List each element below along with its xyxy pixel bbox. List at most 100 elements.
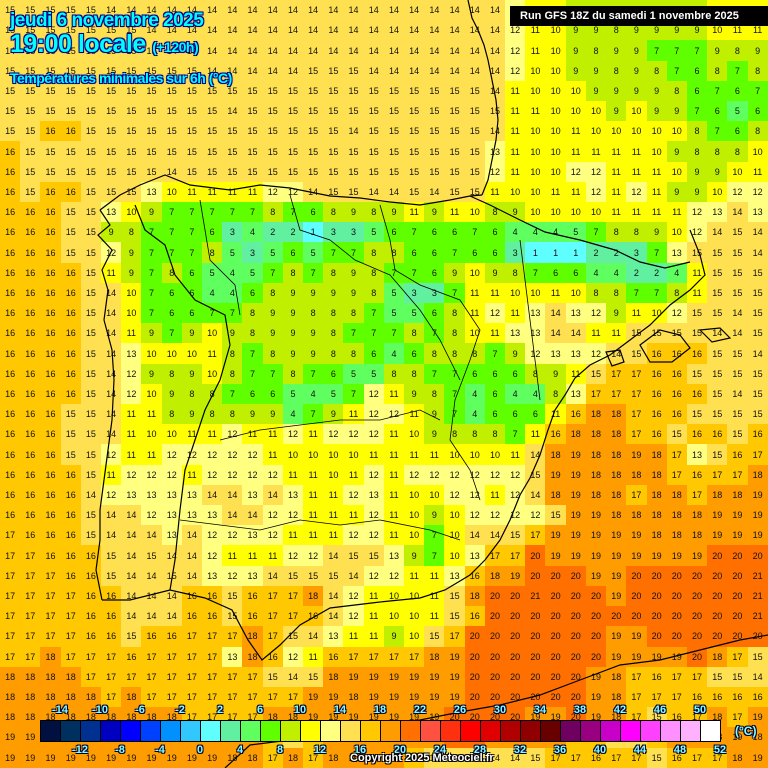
grid-value: 17 bbox=[666, 464, 687, 485]
grid-value: 15 bbox=[0, 80, 21, 102]
grid-value: 21 bbox=[747, 606, 768, 627]
grid-value: 5 bbox=[565, 222, 586, 243]
grid-value: 15 bbox=[707, 262, 728, 283]
grid-value: 20 bbox=[505, 585, 526, 607]
grid-value: 15 bbox=[0, 20, 21, 41]
grid-value: 15 bbox=[161, 60, 182, 81]
grid-value: 7 bbox=[202, 303, 223, 324]
legend-tick-bottom: 32 bbox=[513, 744, 527, 756]
grid-value: 8 bbox=[484, 424, 506, 445]
grid-value: 12 bbox=[121, 464, 142, 485]
grid-value: 15 bbox=[121, 40, 142, 61]
grid-value: 17 bbox=[20, 646, 41, 667]
grid-value: 17 bbox=[20, 606, 41, 627]
grid-value: 7 bbox=[141, 242, 162, 263]
grid-value: 17 bbox=[626, 484, 647, 506]
grid-value: 13 bbox=[202, 565, 223, 586]
grid-value: 15 bbox=[202, 80, 223, 102]
grid-value: 14 bbox=[121, 565, 142, 586]
grid-value: 13 bbox=[525, 323, 546, 344]
grid-value: 8 bbox=[161, 363, 182, 384]
grid-value: 17 bbox=[20, 626, 41, 647]
grid-value: 17 bbox=[181, 646, 203, 667]
grid-value: 12 bbox=[141, 505, 162, 526]
grid-value: 20 bbox=[484, 666, 506, 687]
grid-value: 12 bbox=[161, 444, 182, 465]
legend-tick-bottom: 16 bbox=[353, 744, 367, 756]
grid-value: 17 bbox=[0, 525, 21, 546]
grid-value: 4 bbox=[525, 383, 546, 405]
grid-value: 3 bbox=[343, 222, 364, 243]
grid-value: 19 bbox=[545, 525, 566, 546]
grid-value: 12 bbox=[101, 444, 122, 465]
grid-value: 20 bbox=[525, 545, 546, 566]
grid-value: 11 bbox=[505, 101, 526, 122]
grid-value: 7 bbox=[282, 202, 304, 223]
grid-value: 10 bbox=[121, 282, 142, 304]
grid-value: 20 bbox=[545, 686, 566, 708]
grid-value: 17 bbox=[0, 545, 21, 566]
grid-value: 20 bbox=[565, 666, 586, 687]
grid-value: 15 bbox=[60, 242, 81, 263]
grid-value: 8 bbox=[323, 262, 344, 283]
grid-value: 11 bbox=[565, 121, 586, 142]
grid-value: 10 bbox=[666, 121, 687, 142]
copyright: Copyright 2025 Meteociel.fr bbox=[350, 752, 494, 764]
grid-value: 15 bbox=[525, 464, 546, 485]
grid-value: 9 bbox=[707, 40, 728, 61]
grid-value: 9 bbox=[626, 60, 647, 81]
grid-value: 18 bbox=[707, 646, 728, 667]
grid-value: 18 bbox=[484, 565, 506, 586]
grid-value: 7 bbox=[707, 80, 728, 102]
grid-value: 5 bbox=[343, 363, 364, 384]
grid-value: 14 bbox=[464, 60, 485, 81]
grid-value: 16 bbox=[60, 282, 81, 304]
grid-value: 14 bbox=[565, 323, 586, 344]
grid-value: 15 bbox=[383, 161, 405, 182]
grid-value: 17 bbox=[202, 626, 223, 647]
grid-value: 19 bbox=[20, 747, 41, 768]
grid-value: 8 bbox=[747, 60, 768, 81]
grid-value: 20 bbox=[626, 606, 647, 627]
grid-value: 20 bbox=[686, 585, 708, 607]
grid-value: 12 bbox=[363, 424, 384, 445]
grid-value: 9 bbox=[484, 262, 506, 283]
grid-value: 4 bbox=[222, 282, 243, 304]
grid-value: 16 bbox=[0, 444, 21, 465]
grid-value: 12 bbox=[161, 464, 182, 485]
grid-value: 12 bbox=[282, 505, 304, 526]
grid-value: 15 bbox=[101, 161, 122, 182]
grid-value: 19 bbox=[606, 646, 627, 667]
grid-value: 11 bbox=[141, 444, 162, 465]
grid-value: 15 bbox=[444, 80, 465, 102]
grid-value: 9 bbox=[666, 181, 687, 203]
grid-value: 7 bbox=[424, 323, 445, 344]
grid-value: 16 bbox=[20, 444, 41, 465]
grid-value: 14 bbox=[121, 585, 142, 607]
grid-value: 17 bbox=[747, 444, 768, 465]
legend-tick-bottom: 52 bbox=[713, 744, 727, 756]
grid-value: 11 bbox=[484, 282, 506, 304]
grid-value: 17 bbox=[626, 363, 647, 384]
grid-value: 9 bbox=[707, 161, 728, 182]
grid-value: 16 bbox=[40, 202, 61, 223]
grid-value: 9 bbox=[444, 262, 465, 283]
grid-value: 9 bbox=[505, 343, 526, 364]
grid-value: 11 bbox=[101, 464, 122, 485]
grid-value: 15 bbox=[363, 80, 384, 102]
grid-value: 15 bbox=[707, 282, 728, 304]
grid-value: 12 bbox=[484, 161, 506, 182]
grid-value: 15 bbox=[20, 0, 41, 21]
grid-value: 17 bbox=[161, 686, 182, 708]
grid-value: 13 bbox=[202, 505, 223, 526]
grid-value: 4 bbox=[545, 222, 566, 243]
grid-value: 14 bbox=[181, 565, 203, 586]
grid-value: 14 bbox=[404, 0, 425, 21]
grid-value: 12 bbox=[484, 464, 506, 485]
grid-value: 17 bbox=[484, 545, 506, 566]
grid-value: 16 bbox=[40, 323, 61, 344]
grid-value: 12 bbox=[222, 464, 243, 485]
grid-value: 14 bbox=[343, 0, 364, 21]
grid-value: 17 bbox=[262, 585, 283, 607]
grid-value: 3 bbox=[242, 242, 263, 263]
